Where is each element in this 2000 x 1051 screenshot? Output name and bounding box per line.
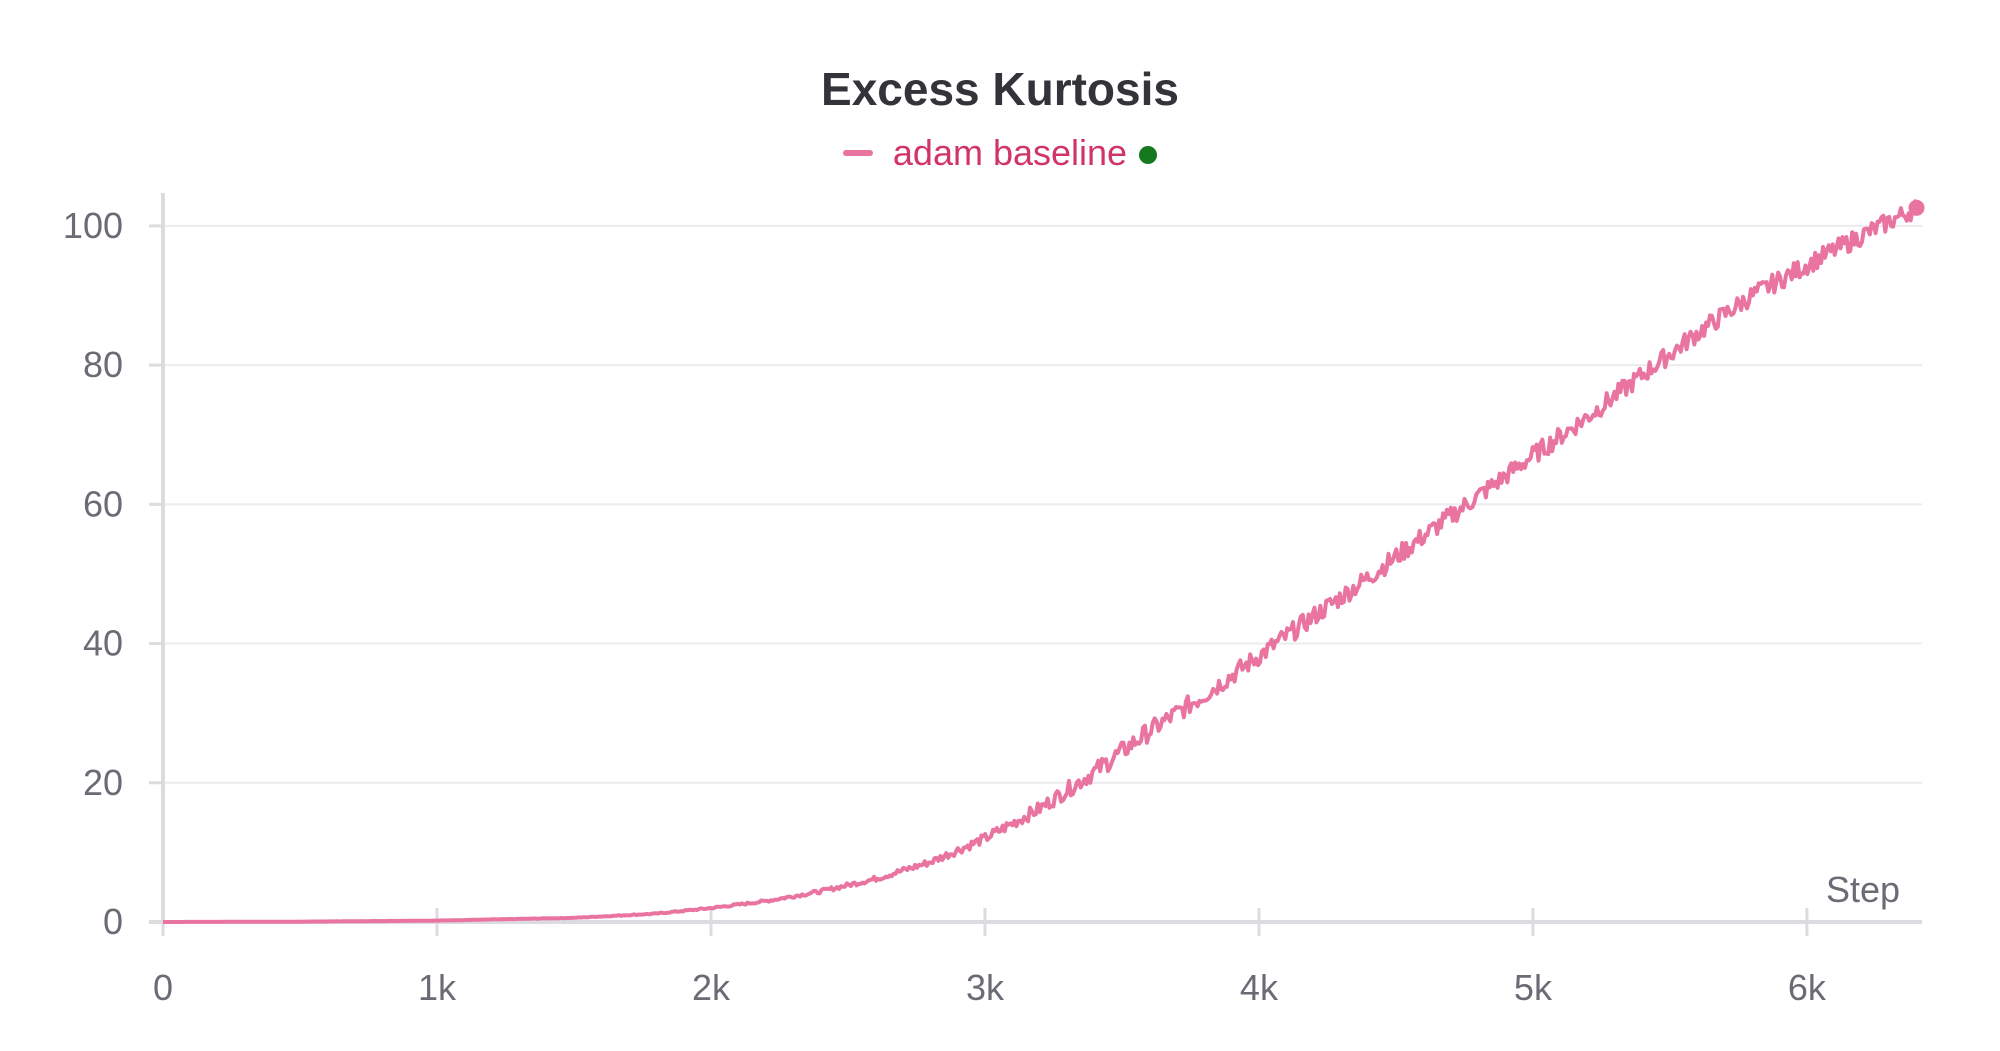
y-tick-label: 40 xyxy=(83,623,123,664)
axes: 0 20 40 60 80 100 0 1k 2k 3k 4k 5k 6k xyxy=(63,193,1922,1008)
chart-title: Excess Kurtosis xyxy=(821,63,1179,115)
y-tick-label: 0 xyxy=(103,901,123,942)
x-axis-title: Step xyxy=(1826,869,1900,910)
y-tick-label: 20 xyxy=(83,762,123,803)
y-tick-label: 60 xyxy=(83,483,123,524)
legend-series-label[interactable]: adam baseline xyxy=(892,132,1128,173)
x-tick-label: 2k xyxy=(692,967,731,1008)
x-tick-label: 6k xyxy=(1788,967,1827,1008)
x-tick-label: 3k xyxy=(966,967,1005,1008)
legend[interactable]: adam baseline xyxy=(0,132,2000,174)
series-line-adam-baseline[interactable] xyxy=(162,198,1919,924)
series-end-marker xyxy=(1908,199,1925,216)
series-layer xyxy=(162,198,1925,924)
legend-swatch xyxy=(842,150,873,156)
x-tick-label: 4k xyxy=(1240,967,1279,1008)
gridlines xyxy=(163,224,1922,784)
y-tick-label: 80 xyxy=(83,344,123,385)
x-tick-label: 5k xyxy=(1514,967,1553,1008)
run-status-dot-icon xyxy=(1139,146,1158,164)
x-tick-label: 0 xyxy=(153,967,173,1008)
x-tick-label: 1k xyxy=(418,967,457,1008)
y-tick-label: 100 xyxy=(63,205,123,246)
